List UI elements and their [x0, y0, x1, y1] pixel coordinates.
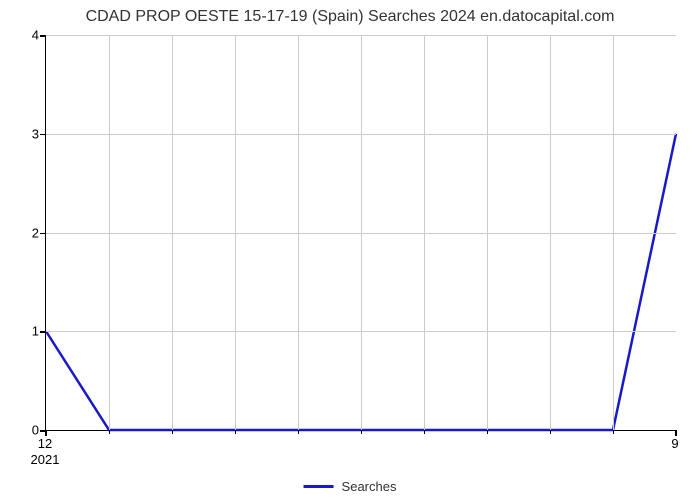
xtick-minor	[109, 430, 110, 434]
ytick-label: 1	[32, 324, 39, 339]
xtick-label-right: 9	[671, 436, 678, 451]
gridline-v	[172, 35, 173, 430]
gridline-v	[550, 35, 551, 430]
chart-title: CDAD PROP OESTE 15-17-19 (Spain) Searche…	[0, 0, 700, 26]
ytick-mark	[40, 233, 46, 235]
plot-area	[45, 35, 676, 431]
legend-label: Searches	[342, 479, 397, 494]
ytick-mark	[40, 134, 46, 136]
ytick-mark	[40, 331, 46, 333]
ytick-label: 4	[32, 28, 39, 43]
gridline-v	[298, 35, 299, 430]
ytick-label: 3	[32, 126, 39, 141]
legend-swatch	[304, 485, 334, 488]
ytick-mark	[40, 35, 46, 37]
gridline-v	[487, 35, 488, 430]
xtick-minor	[487, 430, 488, 434]
gridline-v	[109, 35, 110, 430]
xtick-minor	[613, 430, 614, 434]
xtick-minor	[235, 430, 236, 434]
gridline-v	[424, 35, 425, 430]
gridline-v	[613, 35, 614, 430]
xtick-minor	[361, 430, 362, 434]
legend: Searches	[304, 479, 397, 494]
xtick-minor	[172, 430, 173, 434]
xtick-minor	[550, 430, 551, 434]
chart-container: CDAD PROP OESTE 15-17-19 (Spain) Searche…	[0, 0, 700, 500]
gridline-v	[361, 35, 362, 430]
xtick-minor	[424, 430, 425, 434]
ytick-label: 2	[32, 225, 39, 240]
xtick-sublabel-left: 2021	[31, 452, 60, 467]
xtick-minor	[298, 430, 299, 434]
gridline-v	[235, 35, 236, 430]
xtick-label-left: 12	[38, 436, 52, 451]
